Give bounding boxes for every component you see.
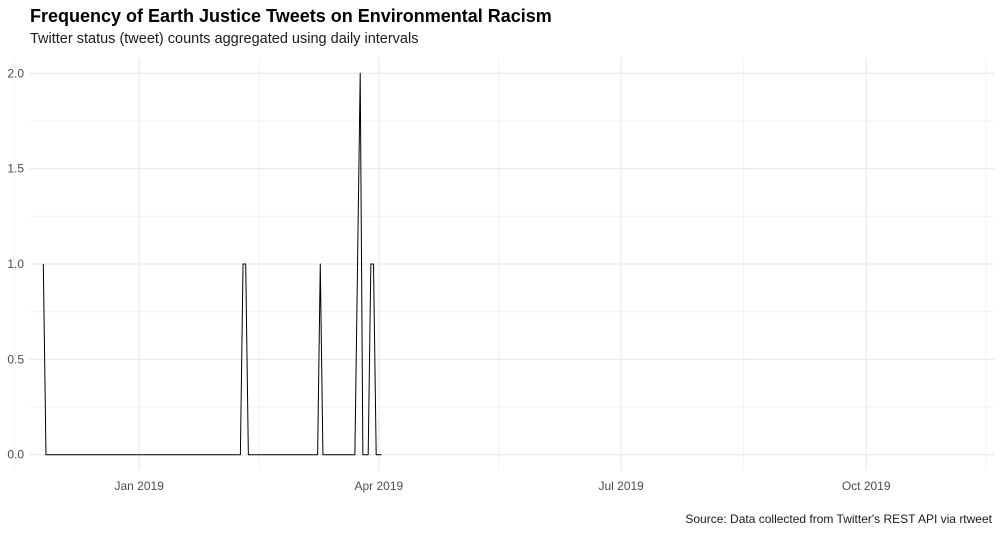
x-tick-label: Jan 2019: [114, 479, 164, 493]
y-tick-label: 0.0: [7, 448, 24, 462]
series-lines: [42, 72, 382, 456]
chart-caption: Source: Data collected from Twitter's RE…: [685, 512, 992, 526]
y-tick-label: 2.0: [7, 66, 24, 80]
series-line: [42, 72, 382, 456]
x-tick-label: Apr 2019: [354, 479, 403, 493]
y-tick-label: 1.0: [7, 257, 24, 271]
gridlines: [13, 58, 994, 470]
axis-labels: 0.0 0.5 1.0 1.5 2.0 Jan 2019 Apr 2019 Jul 2019 O…: [7, 66, 891, 493]
x-tick-label: Jul 2019: [598, 479, 644, 493]
y-tick-label: 1.5: [7, 162, 24, 176]
chart-title: Frequency of Earth Justice Tweets on Env…: [30, 6, 552, 26]
x-tick-label: Oct 2019: [842, 479, 891, 493]
y-tick-label: 0.5: [7, 352, 24, 366]
chart-subtitle: Twitter status (tweet) counts aggregated…: [30, 31, 419, 47]
